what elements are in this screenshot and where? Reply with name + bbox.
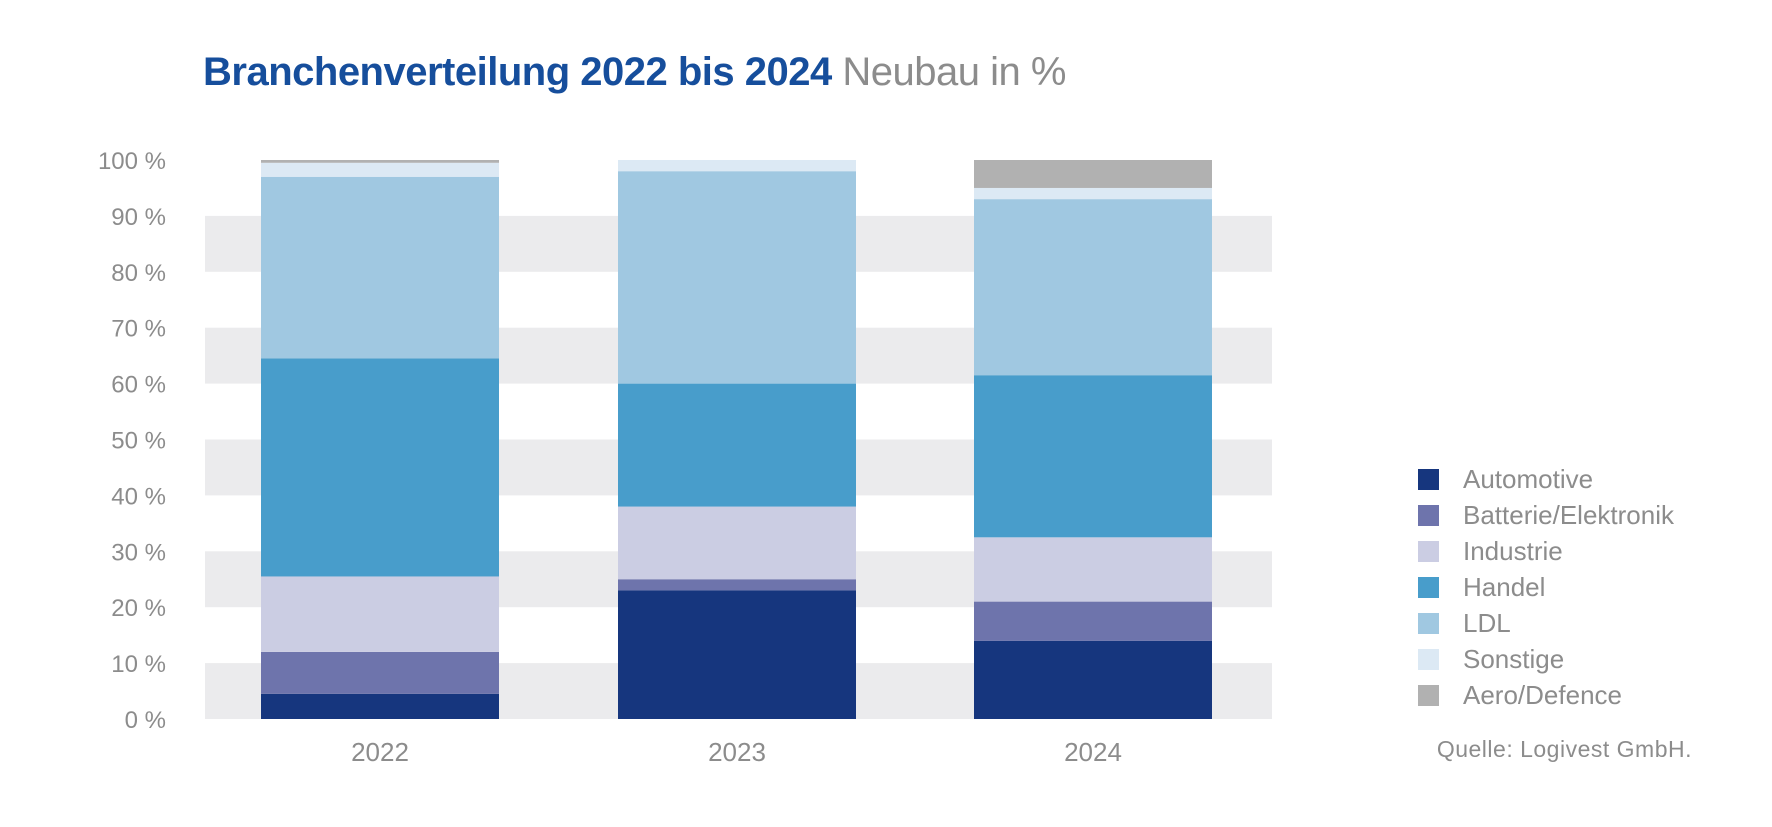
legend-item: Handel <box>1418 569 1674 605</box>
bar-segment <box>618 590 856 719</box>
bar-segment <box>974 640 1212 719</box>
legend-swatch <box>1418 684 1439 706</box>
legend-label: LDL <box>1463 607 1511 638</box>
bar-segment <box>261 160 499 163</box>
x-tick-label: 2023 <box>708 737 766 767</box>
legend-swatch <box>1418 540 1439 562</box>
bar-segment <box>261 576 499 652</box>
bar-segment <box>261 693 499 719</box>
y-tick-label: 60 % <box>111 372 166 399</box>
legend-label: Aero/Defence <box>1463 679 1622 710</box>
bar-segment <box>261 651 499 694</box>
bar-segment <box>618 171 856 384</box>
legend-label: Industrie <box>1463 535 1563 566</box>
legend-item: LDL <box>1418 605 1674 641</box>
bar-segment <box>974 187 1212 200</box>
legend-label: Automotive <box>1463 463 1594 494</box>
bar-segment <box>618 383 856 507</box>
legend-swatch <box>1418 468 1439 490</box>
chart-title-main: Branchenverteilung 2022 bis 2024 <box>203 50 832 94</box>
y-tick-label: 80 % <box>111 260 166 287</box>
y-tick-label: 0 % <box>125 707 166 734</box>
y-tick-label: 20 % <box>111 595 166 622</box>
chart-title: Branchenverteilung 2022 bis 2024 Neubau … <box>203 50 1066 95</box>
legend-swatch <box>1418 612 1439 634</box>
bar-segment <box>974 160 1212 188</box>
x-tick-label: 2024 <box>1064 737 1122 767</box>
legend-swatch <box>1418 648 1439 670</box>
legend-swatch <box>1418 576 1439 598</box>
legend-item: Industrie <box>1418 533 1674 569</box>
y-tick-label: 10 % <box>111 651 166 678</box>
y-axis-labels: 0 % 10 % 20 % 30 % 40 % 50 % 60 % 70 % 80 % 90 % 1… <box>98 148 166 734</box>
legend-label: Sonstige <box>1463 643 1565 674</box>
legend-item: Automotive <box>1418 461 1674 497</box>
y-tick-label: 40 % <box>111 483 166 510</box>
legend-label: Batterie/Elektronik <box>1463 499 1674 530</box>
bar-segment <box>974 537 1212 602</box>
legend-item: Sonstige <box>1418 641 1674 677</box>
bar-segment <box>261 358 499 577</box>
x-tick-label: 2022 <box>351 737 409 767</box>
bar-segment <box>618 579 856 591</box>
x-axis-labels: 2022 2023 2024 <box>351 737 1122 767</box>
bar-segment <box>974 375 1212 538</box>
bar-segment <box>974 199 1212 376</box>
y-tick-label: 70 % <box>111 316 166 343</box>
bar-segment <box>618 506 856 580</box>
y-tick-label: 30 % <box>111 539 166 566</box>
bars <box>261 160 1212 719</box>
source-note: Quelle: Logivest GmbH. <box>1436 736 1692 762</box>
bar-segment <box>618 160 856 172</box>
chart-title-sub: Neubau in % <box>842 50 1066 94</box>
legend-swatch <box>1418 504 1439 526</box>
bar-segment <box>261 176 499 359</box>
legend-item: Batterie/Elektronik <box>1418 497 1674 533</box>
legend-item: Aero/Defence <box>1418 677 1674 713</box>
bar-segment <box>974 601 1212 641</box>
y-tick-label: 90 % <box>111 204 166 231</box>
legend: Automotive Batterie/Elektronik Industrie Ha… <box>1418 461 1674 713</box>
y-tick-label: 50 % <box>111 428 166 455</box>
y-tick-label: 100 % <box>98 148 166 175</box>
legend-label: Handel <box>1463 571 1546 602</box>
bar-segment <box>261 162 499 177</box>
